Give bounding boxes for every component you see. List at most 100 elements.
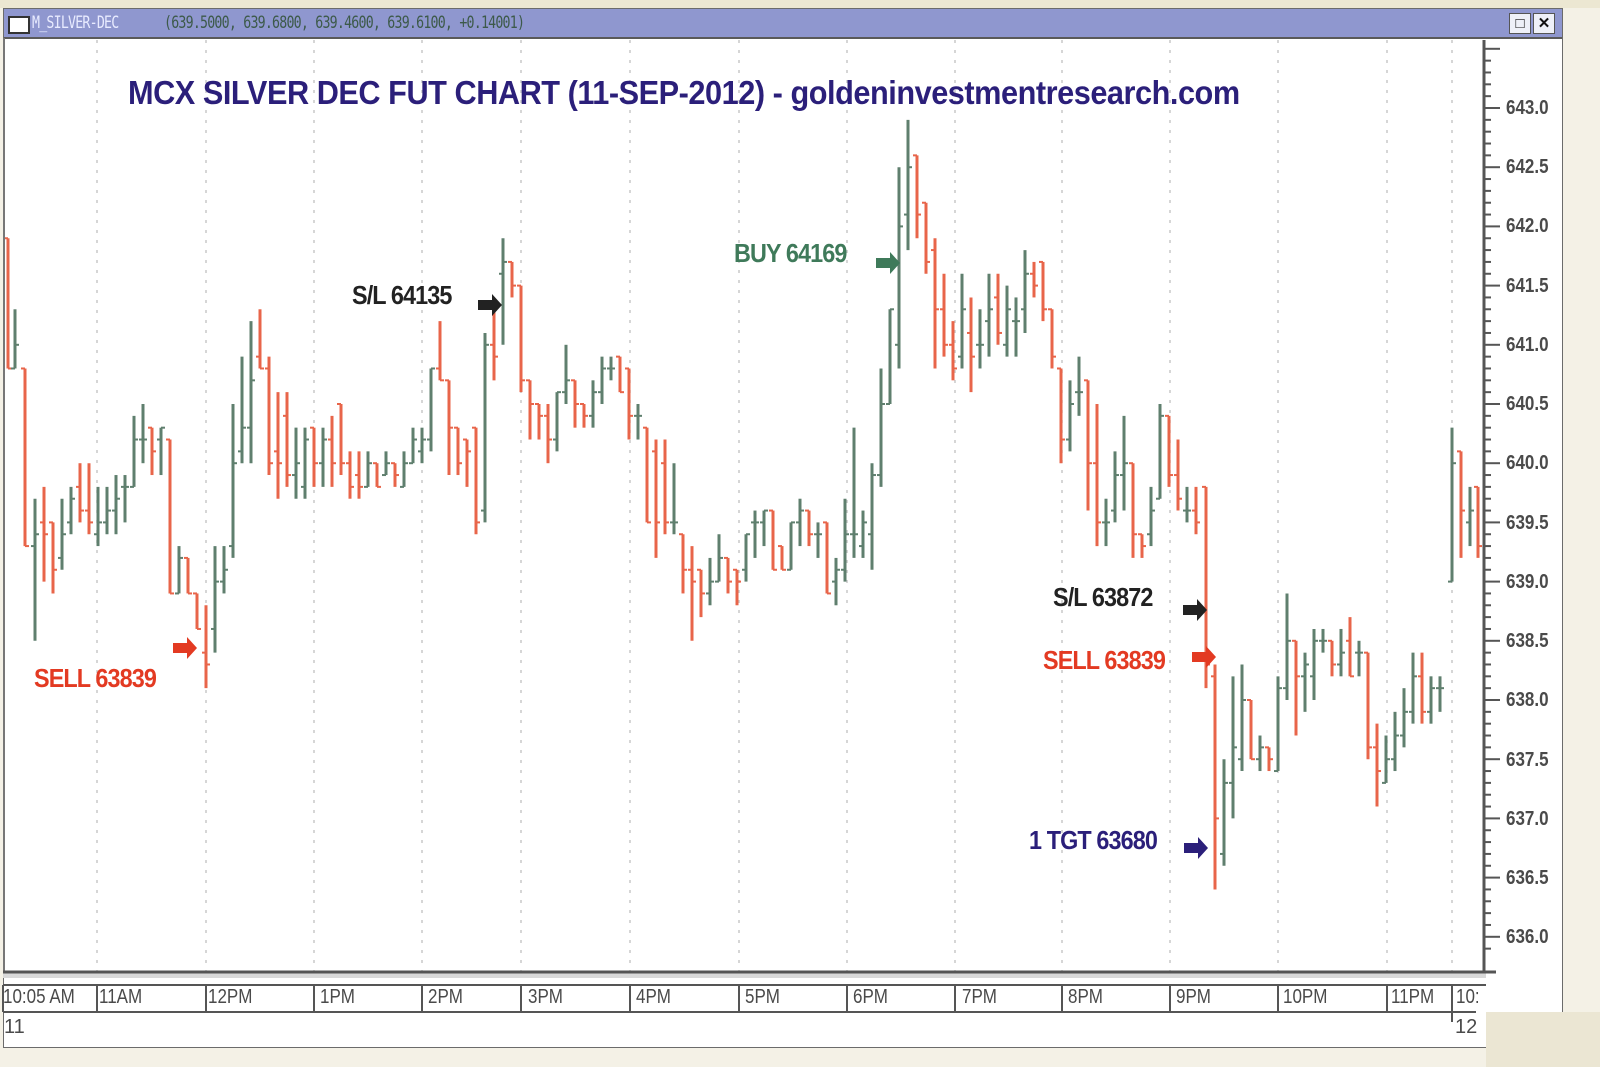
ohlc-bar (1256, 735, 1264, 772)
ohlc-bar (1183, 486, 1191, 523)
ohlc-bar (463, 438, 471, 487)
top-strip (0, 0, 1600, 8)
window-menu-icon[interactable] (8, 16, 30, 34)
ohlc-bar (1466, 486, 1474, 547)
sell-annotation-1: SELL 63839 (34, 663, 157, 693)
ohlc-bar (238, 356, 246, 464)
ohlc-bar (1301, 652, 1309, 712)
ohlc-bar (580, 403, 588, 428)
ohlc-bar (922, 201, 930, 274)
ohlc-bar (1174, 439, 1182, 511)
ohlc-bar (211, 546, 219, 653)
close-button[interactable]: ✕ (1533, 13, 1555, 34)
ohlc-bar (409, 427, 417, 465)
ohlc-bar (148, 426, 156, 476)
ohlc-bar (733, 568, 741, 606)
ohlc-bar (157, 426, 165, 476)
ohlc-bar (1346, 617, 1354, 678)
x-tick-label: 8PM (1068, 986, 1103, 1008)
ohlc-bar (913, 154, 921, 239)
ohlc-bar (202, 605, 210, 689)
maximize-button[interactable]: □ (1509, 13, 1531, 34)
ohlc-bar (319, 427, 327, 487)
ohlc-bar (21, 367, 29, 548)
y-tick-label: 637.5 (1506, 749, 1549, 771)
y-tick-label: 640.5 (1506, 393, 1549, 415)
ohlc-bar (652, 439, 660, 558)
ohlc-bar (4, 237, 12, 370)
window-titlebar[interactable]: M_SILVER-DEC (639.5000, 639.6800, 639.46… (4, 9, 1562, 39)
ohlc-bar (166, 438, 174, 595)
ohlc-bar (751, 510, 759, 558)
ohlc-bar (814, 522, 822, 558)
ohlc-bar (1337, 628, 1345, 677)
buy-annotation: BUY 64169 (734, 238, 847, 268)
ohlc-bar (886, 308, 894, 405)
ohlc-bar (616, 355, 624, 394)
ohlc-bar (598, 356, 606, 404)
ohlc-bar (1066, 380, 1074, 452)
ohlc-bar (1147, 486, 1155, 547)
symbol-name: M_SILVER-DEC (32, 13, 119, 33)
x-tick-label: 11AM (99, 986, 143, 1008)
ohlc-bar (949, 321, 957, 381)
x-tick-label: 1PM (320, 986, 355, 1008)
ohlc-bar (787, 521, 795, 571)
ohlc-bar (1220, 759, 1228, 866)
y-tick-label: 636.5 (1506, 867, 1549, 889)
ohlc-bar (706, 557, 714, 606)
ohlc-bar (1364, 651, 1372, 760)
x-tick-label: 10:05 AM (3, 986, 75, 1008)
arrow-icon (876, 252, 900, 274)
ohlc-bar (643, 426, 651, 524)
ohlc-bar (364, 451, 372, 488)
ohlc-bar (499, 238, 507, 345)
ohlc-bar (778, 545, 786, 571)
axes (2, 38, 1500, 1022)
ohlc-bar (274, 392, 282, 499)
ohlc-bar (1229, 676, 1237, 819)
ohlc-bar (904, 119, 912, 251)
ohlc-bar (553, 391, 561, 452)
ohlc-bar (184, 556, 192, 595)
ohlc-bar (517, 284, 525, 393)
ohlc-bar (1048, 308, 1056, 369)
arrow-icon (173, 637, 197, 659)
ohlc-bar (31, 498, 39, 641)
y-tick-label: 640.0 (1506, 452, 1549, 474)
ohlc-bar (544, 404, 552, 464)
ohlc-bar (1355, 640, 1363, 677)
ohlc-bar (859, 510, 867, 558)
ohlc-bar (337, 403, 345, 476)
ohlc-bar (1319, 628, 1327, 653)
ohlc-bar (193, 592, 201, 630)
ohlc-bar (526, 379, 534, 440)
ohlc-bar (1418, 652, 1426, 724)
ohlc-bar (1102, 498, 1110, 547)
ohlc-bar (1427, 676, 1435, 724)
ohlc-bar (1192, 486, 1200, 535)
ohlc-bar (1111, 451, 1119, 523)
ohlc-bar (895, 167, 903, 369)
arrow-icon (478, 294, 502, 316)
ohlc-bar (310, 426, 318, 487)
ohlc-bar (11, 309, 19, 370)
ohlc-bar (850, 427, 858, 558)
ohlc-bar (490, 309, 498, 381)
ohlc-bar (346, 451, 354, 499)
ohlc-bars (4, 119, 1482, 890)
ohlc-bar (688, 546, 696, 641)
ohlc-bar (247, 321, 255, 464)
ohlc-bar (994, 273, 1002, 345)
ohlc-bar (67, 486, 75, 535)
arrow-icon (1192, 646, 1216, 668)
x-tick-label: 10PM (1283, 986, 1328, 1008)
ohlc-readout: (639.5000, 639.6800, 639.4600, 639.6100,… (164, 13, 525, 33)
ohlc-bar (301, 427, 309, 499)
ohlc-bar (1436, 676, 1444, 712)
ohlc-bar (967, 297, 975, 393)
ohlc-bar (742, 533, 750, 582)
ohlc-bar (1283, 593, 1291, 700)
date-label: 11 (4, 1016, 25, 1038)
